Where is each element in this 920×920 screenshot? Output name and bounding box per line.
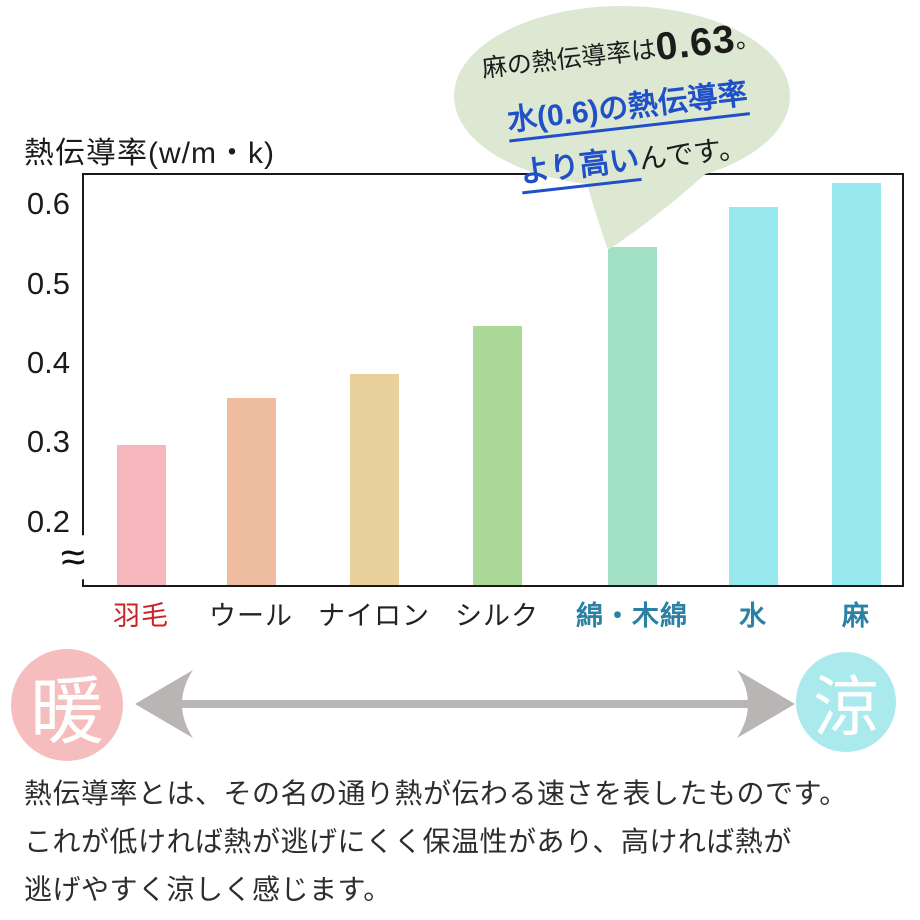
y-axis-title: 熱伝導率(w/m・k) — [24, 137, 275, 170]
description-text: 熱伝導率とは、その名の通り熱が伝わる速さを表したものです。 これが低ければ熱が逃… — [24, 770, 914, 914]
bar — [728, 207, 778, 585]
category-label: 綿・木綿 — [576, 601, 688, 631]
y-tick-label: 0.5 — [26, 266, 70, 301]
plot-area — [82, 173, 904, 587]
bar — [349, 374, 399, 585]
description-line: 熱伝導率とは、その名の通り熱が伝わる速さを表したものです。 — [24, 778, 848, 809]
bubble-line1-text: 麻の熱伝導率は — [480, 35, 658, 84]
y-tick-label: 0.4 — [26, 345, 70, 380]
axis-break-icon: ≈ — [56, 532, 90, 583]
bubble-value: 0.63 — [653, 17, 738, 70]
cool-label: 涼 — [813, 669, 879, 746]
y-tick-label: 0.6 — [26, 186, 70, 221]
bar — [116, 445, 166, 585]
y-tick-label: 0.3 — [26, 424, 70, 459]
cool-badge: 涼 — [796, 652, 896, 752]
category-label: 羽毛 — [113, 601, 169, 631]
category-label: ウール — [209, 601, 293, 631]
category-label: ナイロン — [318, 601, 430, 631]
category-label: シルク — [455, 601, 539, 631]
speech-bubble — [454, 6, 790, 250]
category-label: 水 — [739, 601, 767, 631]
bar — [607, 247, 657, 585]
y-tick-label: 0.2 — [26, 504, 70, 539]
warm-badge: 暖 — [11, 649, 123, 761]
description-line: 逃げやすく涼しく感じます。 — [24, 874, 392, 905]
category-label: 麻 — [842, 601, 870, 631]
bar — [831, 183, 881, 585]
warm-label: 暖 — [30, 668, 104, 755]
bar — [226, 398, 276, 585]
bubble-line1-period: 。 — [733, 23, 762, 55]
description-line: これが低ければ熱が逃げにくく保温性があり、高ければ熱が — [24, 826, 792, 857]
warm-cool-arrow-icon — [135, 670, 795, 738]
bar — [472, 326, 522, 585]
